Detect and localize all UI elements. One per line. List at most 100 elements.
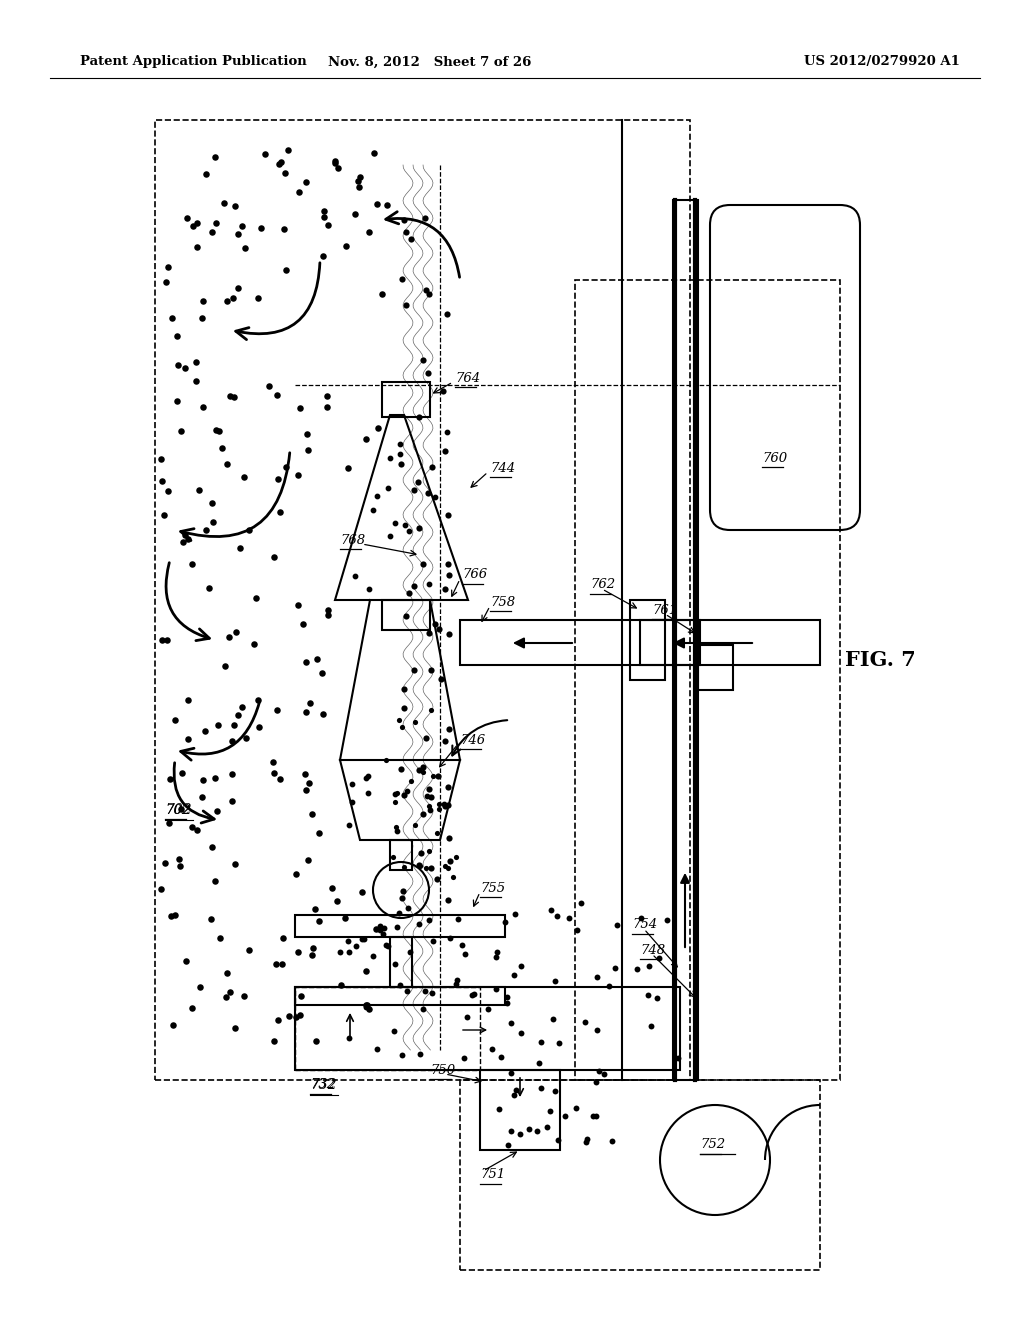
Text: 754: 754 xyxy=(632,919,657,932)
Point xyxy=(441,851,458,873)
Point xyxy=(596,1063,612,1084)
Point xyxy=(209,801,225,822)
Point xyxy=(440,718,457,739)
Point xyxy=(359,783,376,804)
Point xyxy=(230,223,247,244)
Point xyxy=(411,759,427,780)
Point xyxy=(264,751,281,772)
Point xyxy=(499,993,515,1014)
Point xyxy=(447,973,464,994)
Point xyxy=(439,421,456,442)
Point xyxy=(606,957,623,978)
Point xyxy=(415,803,431,824)
Point xyxy=(407,479,423,500)
Point xyxy=(278,457,294,478)
Point xyxy=(421,796,437,817)
Point xyxy=(417,207,433,228)
Point xyxy=(385,846,401,867)
Point xyxy=(389,917,406,939)
Point xyxy=(429,766,445,787)
Point xyxy=(330,157,346,178)
Point xyxy=(241,520,257,541)
Point xyxy=(530,1052,547,1073)
Point xyxy=(191,480,208,502)
Point xyxy=(154,630,170,651)
Point xyxy=(391,974,408,995)
Point xyxy=(534,1032,550,1053)
Point xyxy=(290,465,306,486)
Point xyxy=(539,1117,555,1138)
Point xyxy=(397,220,414,242)
Point xyxy=(260,376,276,397)
Point xyxy=(431,793,447,814)
Point xyxy=(406,660,422,681)
Point xyxy=(187,371,204,392)
Text: 764: 764 xyxy=(455,371,480,384)
Point xyxy=(269,469,286,490)
Point xyxy=(271,153,288,174)
Bar xyxy=(155,120,690,1080)
Point xyxy=(651,948,668,969)
Point xyxy=(429,822,445,843)
Point xyxy=(194,787,210,808)
Point xyxy=(394,1044,411,1065)
Point xyxy=(319,385,336,407)
Point xyxy=(439,304,456,325)
Point xyxy=(390,710,407,731)
Point xyxy=(506,1084,522,1105)
Point xyxy=(577,1011,593,1032)
Point xyxy=(521,1118,538,1139)
Point xyxy=(372,919,388,940)
Point xyxy=(324,878,340,899)
Text: 702: 702 xyxy=(165,804,190,817)
Point xyxy=(547,970,563,991)
Point xyxy=(290,595,306,616)
Text: 748: 748 xyxy=(640,944,666,957)
Point xyxy=(643,1015,659,1036)
Point xyxy=(280,140,296,161)
Point xyxy=(427,614,443,635)
Point xyxy=(175,531,191,552)
Point xyxy=(204,492,220,513)
Point xyxy=(513,1022,529,1043)
Point xyxy=(441,623,458,644)
Point xyxy=(339,457,355,478)
Point xyxy=(440,890,457,911)
Point xyxy=(589,1019,605,1040)
Point xyxy=(353,929,370,950)
Point xyxy=(265,1031,282,1052)
Point xyxy=(532,1077,549,1098)
Point xyxy=(341,941,357,962)
Point xyxy=(236,985,252,1006)
Point xyxy=(378,750,394,771)
Point xyxy=(390,903,407,924)
Bar xyxy=(390,840,412,870)
Text: 758: 758 xyxy=(490,595,515,609)
Point xyxy=(422,800,438,821)
Point xyxy=(436,855,453,876)
Point xyxy=(440,776,457,797)
Point xyxy=(207,147,223,168)
Point xyxy=(432,669,449,690)
Point xyxy=(670,1047,686,1068)
Text: 761: 761 xyxy=(652,603,677,616)
Point xyxy=(503,1063,519,1084)
Point xyxy=(228,622,245,643)
Bar xyxy=(640,620,820,665)
Point xyxy=(194,308,210,329)
Point xyxy=(167,710,183,731)
Point xyxy=(172,855,188,876)
Point xyxy=(179,729,196,750)
Point xyxy=(375,923,391,944)
Point xyxy=(251,717,267,738)
Point xyxy=(402,771,419,792)
Point xyxy=(265,763,282,784)
Text: 744: 744 xyxy=(490,462,515,474)
Point xyxy=(411,517,427,539)
Point xyxy=(410,471,426,492)
Point xyxy=(242,940,258,961)
Text: 755: 755 xyxy=(480,882,505,895)
Point xyxy=(344,774,360,795)
Point xyxy=(459,1006,475,1027)
Point xyxy=(394,717,411,738)
